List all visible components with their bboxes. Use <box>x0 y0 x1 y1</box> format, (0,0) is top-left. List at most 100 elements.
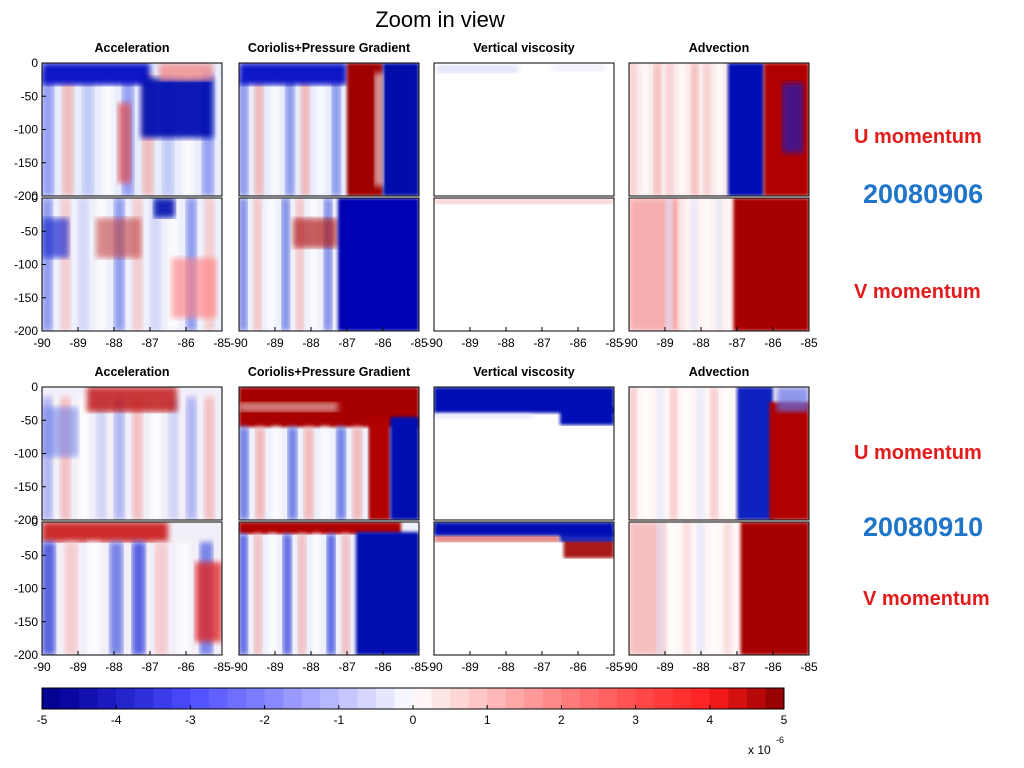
x-tick-label: -85 <box>213 660 231 674</box>
colorbar-band <box>375 688 395 709</box>
x-tick-label: -85 <box>410 660 428 674</box>
panel-frame <box>433 197 615 332</box>
x-tick-label: -88 <box>692 660 710 674</box>
colorbar-band <box>635 688 655 709</box>
y-tick-label: -50 <box>21 548 39 562</box>
colorbar-band <box>524 688 544 709</box>
heatmap-panel <box>41 197 223 332</box>
colorbar-band <box>394 688 414 709</box>
colorbar-band <box>561 688 581 709</box>
y-tick-label: -150 <box>14 480 38 494</box>
y-tick-label: -50 <box>21 224 39 238</box>
y-tick-label: 0 <box>31 380 38 394</box>
colorbar-band <box>283 688 303 709</box>
heatmap-panel <box>433 62 615 197</box>
x-tick-label: -87 <box>533 660 551 674</box>
colorbar-exponent: -6 <box>776 735 784 745</box>
panel-frame <box>433 521 615 656</box>
colorbar-tick-label: 5 <box>781 713 788 727</box>
colorbar-band <box>134 688 154 709</box>
y-tick-label: -150 <box>14 156 38 170</box>
x-tick-label: -89 <box>69 336 87 350</box>
panel-frame <box>238 521 420 656</box>
colorbar-band <box>468 688 488 709</box>
colorbar-band <box>746 688 766 709</box>
panel-frame <box>628 62 810 197</box>
y-tick-label: -50 <box>21 413 39 427</box>
x-tick-label: -89 <box>266 336 284 350</box>
heatmap-panel <box>41 386 223 521</box>
colorbar-band <box>171 688 191 709</box>
x-tick-label: -90 <box>33 660 51 674</box>
x-tick-label: -89 <box>266 660 284 674</box>
x-tick-label: -86 <box>764 660 782 674</box>
x-tick-label: -90 <box>425 336 443 350</box>
colorbar-band <box>654 688 674 709</box>
panel-frame <box>628 386 810 521</box>
y-tick-label: 0 <box>31 56 38 70</box>
panel-column-title: Vertical viscosity <box>473 41 575 55</box>
y-tick-label: 0 <box>31 191 38 205</box>
x-tick-label: -88 <box>302 660 320 674</box>
x-tick-label: -89 <box>656 336 674 350</box>
x-tick-label: -89 <box>656 660 674 674</box>
x-tick-label: -85 <box>800 336 818 350</box>
x-tick-label: -86 <box>177 336 195 350</box>
colorbar-band <box>672 688 692 709</box>
colorbar-tick-label: 2 <box>558 713 565 727</box>
axes-layer: Acceleration0-50-100-150-2000-50-100-150… <box>14 41 818 674</box>
x-tick-label: -90 <box>230 660 248 674</box>
x-tick-label: -86 <box>177 660 195 674</box>
y-tick-label: 0 <box>31 515 38 529</box>
u-momentum-label-1: U momentum <box>854 126 982 148</box>
x-tick-label: -90 <box>425 660 443 674</box>
x-tick-label: -87 <box>533 336 551 350</box>
y-tick-label: -200 <box>14 648 38 662</box>
x-tick-label: -86 <box>569 660 587 674</box>
y-tick-label: -100 <box>14 123 38 137</box>
y-tick-label: -150 <box>14 615 38 629</box>
colorbar-tick-label: -1 <box>333 713 344 727</box>
x-tick-label: -90 <box>230 336 248 350</box>
panel-frame <box>238 386 420 521</box>
colorbar-tick-label: 0 <box>410 713 417 727</box>
x-tick-label: -85 <box>213 336 231 350</box>
heatmap-panel <box>628 62 810 197</box>
colorbar-band <box>765 688 785 709</box>
colorbar-band <box>79 688 99 709</box>
heatmap-panel <box>41 521 223 656</box>
heatmap-panel <box>433 197 615 332</box>
colorbar-band <box>190 688 210 709</box>
colorbar-tick-label: -2 <box>259 713 270 727</box>
x-tick-label: -87 <box>728 336 746 350</box>
colorbar-tick-label: -5 <box>37 713 48 727</box>
panel-column-title: Advection <box>689 41 749 55</box>
colorbar-tick-label: 1 <box>484 713 491 727</box>
v-momentum-label-1: V momentum <box>854 281 981 303</box>
colorbar-band <box>728 688 748 709</box>
x-tick-label: -89 <box>461 660 479 674</box>
x-tick-label: -88 <box>105 660 123 674</box>
x-tick-label: -86 <box>374 336 392 350</box>
x-tick-label: -88 <box>302 336 320 350</box>
x-tick-label: -87 <box>338 336 356 350</box>
x-tick-label: -87 <box>728 660 746 674</box>
colorbar-band <box>264 688 284 709</box>
colorbar-band <box>413 688 433 709</box>
colorbar-band <box>320 688 340 709</box>
colorbar-band <box>542 688 562 709</box>
x-tick-label: -89 <box>461 336 479 350</box>
date-label-1: 20080906 <box>863 179 984 209</box>
y-tick-label: -100 <box>14 582 38 596</box>
colorbar-band <box>691 688 711 709</box>
colorbar-band <box>153 688 173 709</box>
y-tick-label: -100 <box>14 258 38 272</box>
colorbar-tick-label: 3 <box>632 713 639 727</box>
x-tick-label: -85 <box>605 660 623 674</box>
colorbar-band <box>431 688 451 709</box>
panel-column-title: Vertical viscosity <box>473 365 575 379</box>
x-tick-label: -87 <box>338 660 356 674</box>
colorbar: -5 -4 -3 -2 -1 0 1 2 3 4 5 x 10 -6 <box>37 687 788 757</box>
heatmap-panel <box>628 197 810 332</box>
colorbar-tick-label: 4 <box>706 713 713 727</box>
